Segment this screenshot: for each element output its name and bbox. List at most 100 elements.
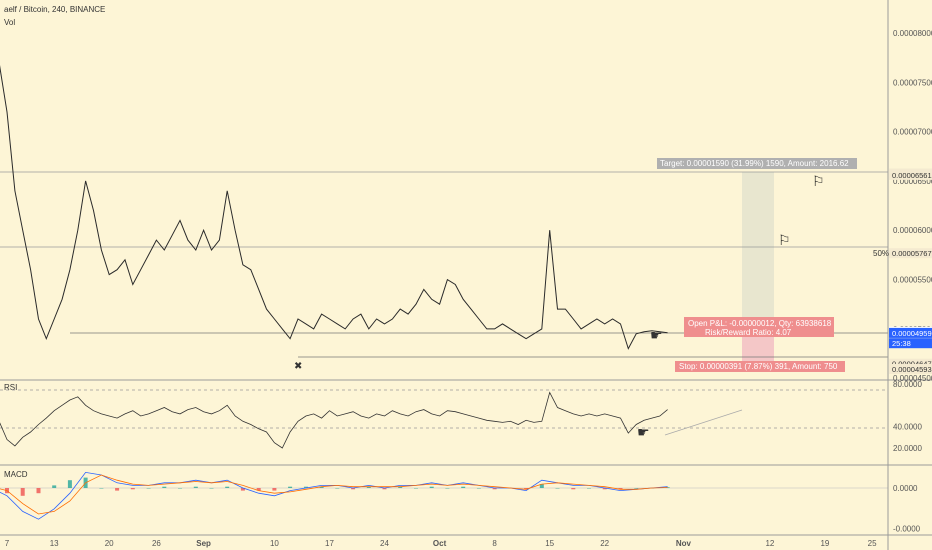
macd-axis[interactable]: 0.0000 -0.0000 [893,484,921,533]
macd-histogram-bar [382,488,387,490]
rsi-tick-label: 40.0000 [893,423,922,432]
signal-series-line[interactable] [0,474,668,515]
symbol-title[interactable]: aelf / Bitcoin, 240, BINANCE [4,5,105,14]
macd-label[interactable]: MACD [4,470,28,479]
macd-histogram-bar [288,486,293,488]
volume-label[interactable]: Vol [4,18,15,27]
macd-histogram-bar [539,484,544,488]
rsi-label[interactable]: RSI [4,383,17,392]
time-axis[interactable]: 7 13 20 26 Sep 10 17 24 Oct 8 15 22 Nov 12 19 25 [5,539,877,548]
macd-histogram-bar [256,488,261,491]
price-tag-label: 0.00006561 [892,171,932,180]
macd-histogram-bar [414,488,418,489]
stop-label: Stop: 0.00000391 (7.87%) 391, Amount: 75… [679,362,838,371]
time-tick-label: 17 [325,539,334,548]
price-tag-box [889,327,932,338]
time-tick-label: 13 [50,539,59,548]
time-tick-label: 25 [868,539,877,548]
macd-histogram-bar [130,488,135,490]
macd-histogram-bar [99,488,104,489]
fib-50-label: 50% [873,249,889,258]
macd-histogram-bar [67,480,72,488]
rsi-series-line[interactable] [0,391,668,449]
stop-label-box[interactable] [675,361,845,372]
macd-series-line[interactable] [0,471,668,520]
pnl-label-box[interactable] [684,317,834,337]
price-tick-label: 0.00006000 [893,226,932,235]
time-tick-label: 8 [492,539,497,548]
price-tick-label: 0.00007000 [893,128,932,137]
price-series-line[interactable] [0,33,668,350]
price-tick-label: 0.00004500 [893,374,932,383]
rsi-tick-label: 20.0000 [893,444,922,453]
price-tick-label: 0.00008000 [893,29,932,38]
price-tag-label: 25:38 [892,339,911,348]
time-tick-label: 10 [270,539,279,548]
macd-histogram-bar [476,488,481,489]
macd-histogram-bar [36,488,41,494]
price-tag-label: 0.00005767 [892,249,932,258]
price-tag-box [889,364,932,374]
risk-reward-label: Risk/Reward Ratio: 4.07 [705,328,792,337]
macd-histogram-bar [524,488,529,490]
time-tick-label: 24 [380,539,389,548]
macd-histogram-bar [602,488,607,490]
macd-histogram-bar [303,486,308,488]
time-tick-label: 19 [820,539,829,548]
macd-histogram-bar [225,486,230,488]
time-tick-label: Sep [196,539,211,548]
time-tick-label: 26 [152,539,161,548]
macd-tick-label: -0.0000 [893,524,921,533]
macd-histogram-bar [429,486,434,488]
macd-histogram-bar [272,488,277,491]
macd-histogram-bar [587,488,591,489]
macd-histogram-bar [555,488,560,489]
macd-histogram-bar [634,488,639,489]
target-zone[interactable] [742,172,774,324]
macd-histogram-bar [115,488,120,491]
rsi-tick-label: 80.0000 [893,380,922,389]
rsi-trendline[interactable] [664,409,743,436]
cross-marker-icon: ✖ [294,361,302,372]
time-tick-label: 12 [765,539,774,548]
time-tick-label: 20 [105,539,114,548]
macd-histogram-bar [319,486,324,488]
price-tick-label: 0.00005500 [893,276,932,285]
price-tick-label: 0.00006500 [893,177,932,186]
rsi-axis[interactable]: 80.0000 40.0000 20.0000 [893,380,922,453]
macd-histogram-bar [52,485,57,488]
macd-histogram-bar [618,488,623,490]
time-tick-label: 15 [545,539,554,548]
macd-histogram-bar [335,488,340,489]
price-tags: 0.000065750.000065610.000057670.00004971… [889,168,932,374]
target-label-box[interactable] [657,158,857,169]
price-tag-label: 0.00004593 [892,365,932,374]
flag-icon: ⚐ [812,173,825,189]
macd-histogram-bar [193,486,198,488]
price-tick-label: 0.00007500 [893,78,932,87]
time-tick-label: Nov [676,539,692,548]
time-tick-label: 7 [5,539,10,548]
price-tag-label: 0.00004959 [892,329,932,338]
rsi-hand-pointer-icon: ☛ [637,424,650,440]
macd-histogram-bar [492,488,497,490]
macd-histogram-bar [461,486,466,488]
macd-histogram-bar [178,488,182,489]
price-tag-box [889,169,932,180]
macd-tick-label: 0.0000 [893,484,918,493]
macd-histogram-bar [571,488,576,490]
price-tag-box [889,248,932,259]
price-tag-box [889,338,932,349]
open-pnl-label: Open P&L: -0.00000012, Qty: 63938618 [688,319,832,328]
macd-histogram-bar [209,488,214,489]
macd-histogram-bar [240,488,245,491]
target-label: Target: 0.00001590 (31.99%) 1590, Amount… [660,159,849,168]
price-tag-box [889,358,932,369]
macd-histogram-bar [20,488,25,496]
macd-histogram-bar [351,488,356,490]
time-tick-label: Oct [433,539,447,548]
macd-histogram-bar [366,486,371,488]
macd-histogram-bar [445,488,450,489]
